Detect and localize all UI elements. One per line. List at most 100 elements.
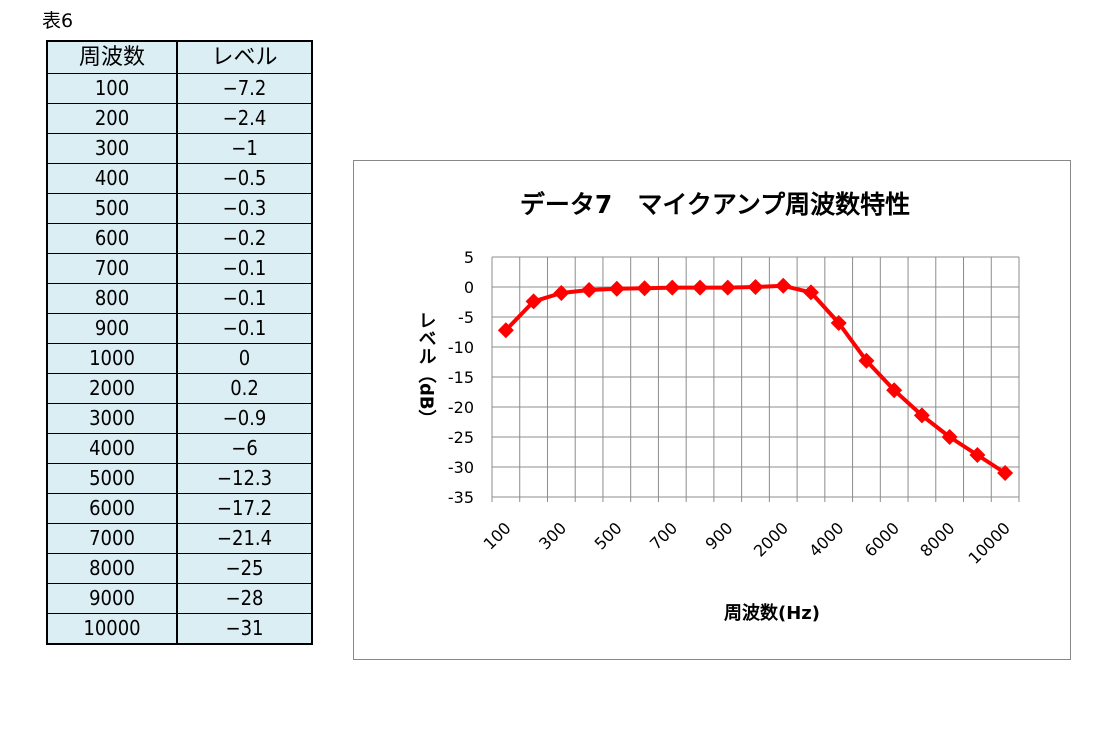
table-row: 700 −0.1	[46, 253, 313, 284]
table-caption: 表6	[42, 10, 74, 32]
table-row: 6000 −17.2	[46, 493, 313, 524]
data-point-marker	[692, 279, 709, 296]
frequency-cell: 2000	[46, 373, 178, 404]
data-point-marker	[747, 279, 764, 295]
frequency-cell: 9000	[46, 583, 178, 614]
level-cell: −0.5	[176, 163, 313, 194]
frequency-cell: 1000	[46, 343, 178, 374]
series-line	[504, 283, 1007, 475]
frequency-cell: 200	[46, 103, 178, 134]
frequency-cell: 10000	[46, 613, 178, 645]
table-header-row: 周波数 レベル	[46, 40, 313, 74]
frequency-cell: 8000	[46, 553, 178, 584]
frequency-level-table: 周波数 レベル 100 −7.2 200 −2.4 300 −1 400 −0.5 500 −0.…	[46, 40, 313, 645]
table-row: 600 −0.2	[46, 223, 313, 254]
y-tick-label: -35	[448, 488, 474, 507]
table-row: 5000 −12.3	[46, 463, 313, 494]
table-row: 900 −0.1	[46, 313, 313, 344]
y-tick-label: -15	[448, 368, 474, 387]
table-row: 8000 −25	[46, 553, 313, 584]
x-axis-label: 周波数(Hz)	[724, 602, 820, 624]
data-point-marker	[497, 322, 514, 339]
data-point-marker	[997, 465, 1014, 481]
header-frequency: 周波数	[46, 40, 178, 74]
x-tick-label: 8000	[916, 518, 958, 560]
data-point-marker	[830, 315, 847, 331]
table-row: 9000 −28	[46, 583, 313, 614]
table-row: 200 −2.4	[46, 103, 313, 134]
x-tick-label: 100	[480, 518, 515, 553]
frequency-cell: 4000	[46, 433, 178, 464]
data-point-marker	[719, 279, 736, 296]
frequency-cell: 800	[46, 283, 178, 314]
table-row: 2000 0.2	[46, 373, 313, 404]
data-point-marker	[886, 382, 903, 399]
chart-frame: データ7 マイクアンプ周波数特性 5 0 -5 -10 -15 -20 -25 -30 -35 10…	[353, 160, 1071, 660]
frequency-cell: 600	[46, 223, 178, 254]
header-level: レベル	[176, 40, 313, 74]
x-tick-label: 700	[646, 518, 681, 553]
data-point-marker	[858, 352, 875, 369]
level-cell: 0.2	[176, 373, 313, 404]
frequency-cell: 6000	[46, 493, 178, 524]
frequency-cell: 700	[46, 253, 178, 284]
x-tick-label: 500	[591, 518, 626, 553]
x-tick-label: 900	[702, 518, 737, 553]
table-row: 10000 −31	[46, 613, 313, 645]
level-cell: −21.4	[176, 523, 313, 554]
table-row: 800 −0.1	[46, 283, 313, 314]
level-cell: 0	[176, 343, 313, 374]
line-chart: データ7 マイクアンプ周波数特性 5 0 -5 -10 -15 -20 -25 -30 -35 10…	[416, 190, 1020, 624]
level-cell: −2.4	[176, 103, 313, 134]
data-point-marker	[581, 282, 598, 298]
table-row: 1000 0	[46, 343, 313, 374]
level-cell: −0.1	[176, 283, 313, 314]
x-tick-label: 300	[535, 518, 570, 553]
data-point-marker	[969, 447, 986, 463]
frequency-cell: 7000	[46, 523, 178, 554]
x-tick-label: 4000	[805, 518, 847, 560]
data-point-marker	[525, 293, 542, 310]
y-tick-label: -30	[448, 458, 474, 477]
table-row: 400 −0.5	[46, 163, 313, 194]
table-row: 100 −7.2	[46, 73, 313, 104]
frequency-cell: 300	[46, 133, 178, 164]
data-point-marker	[913, 407, 930, 424]
data-point-marker	[608, 280, 625, 297]
level-cell: −0.3	[176, 193, 313, 224]
level-cell: −0.2	[176, 223, 313, 254]
data-point-marker	[941, 429, 958, 445]
y-tick-label: 0	[464, 278, 474, 297]
chart-title: データ7 マイクアンプ周波数特性	[520, 190, 910, 219]
data-point-marker	[636, 280, 653, 297]
x-tick-label: 10000	[965, 518, 1014, 567]
frequency-cell: 100	[46, 73, 178, 104]
level-cell: −6	[176, 433, 313, 464]
level-cell: −25	[176, 553, 313, 584]
level-cell: −28	[176, 583, 313, 614]
frequency-cell: 500	[46, 193, 178, 224]
level-cell: −0.1	[176, 253, 313, 284]
table-row: 500 −0.3	[46, 193, 313, 224]
frequency-cell: 3000	[46, 403, 178, 434]
frequency-cell: 900	[46, 313, 178, 344]
level-cell: −1	[176, 133, 313, 164]
level-cell: −17.2	[176, 493, 313, 524]
y-tick-label: -25	[448, 428, 474, 447]
table-row: 300 −1	[46, 133, 313, 164]
frequency-cell: 400	[46, 163, 178, 194]
data-point-marker	[553, 285, 570, 301]
table-row: 4000 −6	[46, 433, 313, 464]
level-cell: −0.1	[176, 313, 313, 344]
x-tick-label: 2000	[750, 518, 792, 560]
data-point-marker	[664, 279, 681, 296]
y-tick-label: -5	[458, 308, 474, 327]
frequency-cell: 5000	[46, 463, 178, 494]
y-tick-label: -10	[448, 338, 474, 357]
y-tick-label: 5	[464, 248, 474, 267]
data-point-marker	[802, 284, 819, 301]
table-row: 7000 −21.4	[46, 523, 313, 554]
data-point-marker	[775, 277, 792, 294]
y-tick-label: -20	[448, 398, 474, 417]
x-tick-label: 6000	[861, 518, 903, 560]
